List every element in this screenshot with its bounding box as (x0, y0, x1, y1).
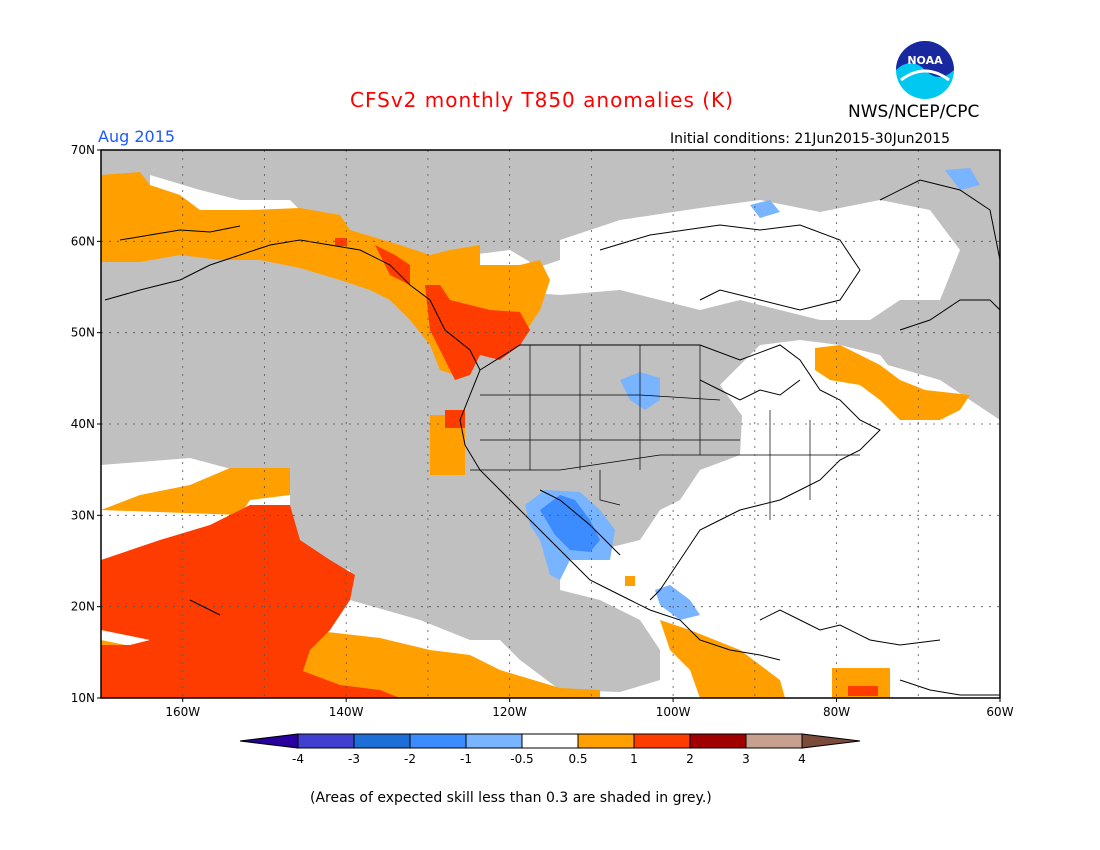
colorbar-box (409, 733, 467, 749)
coastlines (104, 179, 1000, 696)
colorbar-box (353, 733, 411, 749)
forecast-month: Aug 2015 (98, 127, 176, 146)
colorbar-box (465, 733, 523, 749)
lon-label: 160W (165, 705, 200, 719)
chart-title: CFSv2 monthly T850 anomalies (K) (350, 88, 734, 112)
state-borders (470, 345, 860, 520)
lat-label: 10N (71, 691, 95, 705)
colorbar-label: -4 (292, 752, 304, 766)
colorbar-label: -2 (404, 752, 416, 766)
colorbar-label: 1 (630, 752, 638, 766)
logo-text: NOAA (907, 54, 943, 67)
colorbar-box (521, 733, 579, 749)
colorbar: -4 -3 -2 -1 -0.5 0.5 1 2 3 4 (239, 733, 861, 766)
colorbar-box (297, 733, 355, 749)
initial-conditions: Initial conditions: 21Jun2015-30Jun2015 (670, 131, 951, 147)
colorbar-label: 3 (742, 752, 750, 766)
colorbar-label: -1 (460, 752, 472, 766)
colorbar-label: -0.5 (510, 752, 533, 766)
colorbar-box (633, 733, 691, 749)
colorbar-label: 2 (686, 752, 694, 766)
graticule (101, 150, 1000, 698)
colorbar-right-arrow (801, 733, 861, 749)
noaa-logo: NOAA (896, 41, 954, 99)
colorbar-label: -3 (348, 752, 360, 766)
lat-label: 30N (71, 508, 95, 522)
lat-label: 50N (71, 326, 95, 340)
axis-ticks: 70N 60N 50N 40N 30N 20N 10N 160W 140W 120W 100W 80W… (71, 143, 1014, 719)
lat-label: 70N (71, 143, 95, 157)
lat-label: 60N (71, 234, 95, 248)
lat-label: 40N (71, 417, 95, 431)
org-label: NWS/NCEP/CPC (848, 102, 980, 122)
lon-label: 140W (329, 705, 364, 719)
lat-label: 20N (71, 600, 95, 614)
colorbar-box (689, 733, 747, 749)
lon-label: 100W (656, 705, 691, 719)
colorbar-box (577, 733, 635, 749)
colorbar-box (745, 733, 803, 749)
lon-label: 120W (492, 705, 527, 719)
colorbar-label: 0.5 (568, 752, 587, 766)
colorbar-left-arrow (239, 733, 299, 749)
lon-label: 60W (986, 705, 1013, 719)
lon-label: 80W (823, 705, 850, 719)
skill-footnote: (Areas of expected skill less than 0.3 a… (310, 790, 712, 806)
colorbar-label: 4 (798, 752, 806, 766)
cool-regions (525, 168, 980, 620)
